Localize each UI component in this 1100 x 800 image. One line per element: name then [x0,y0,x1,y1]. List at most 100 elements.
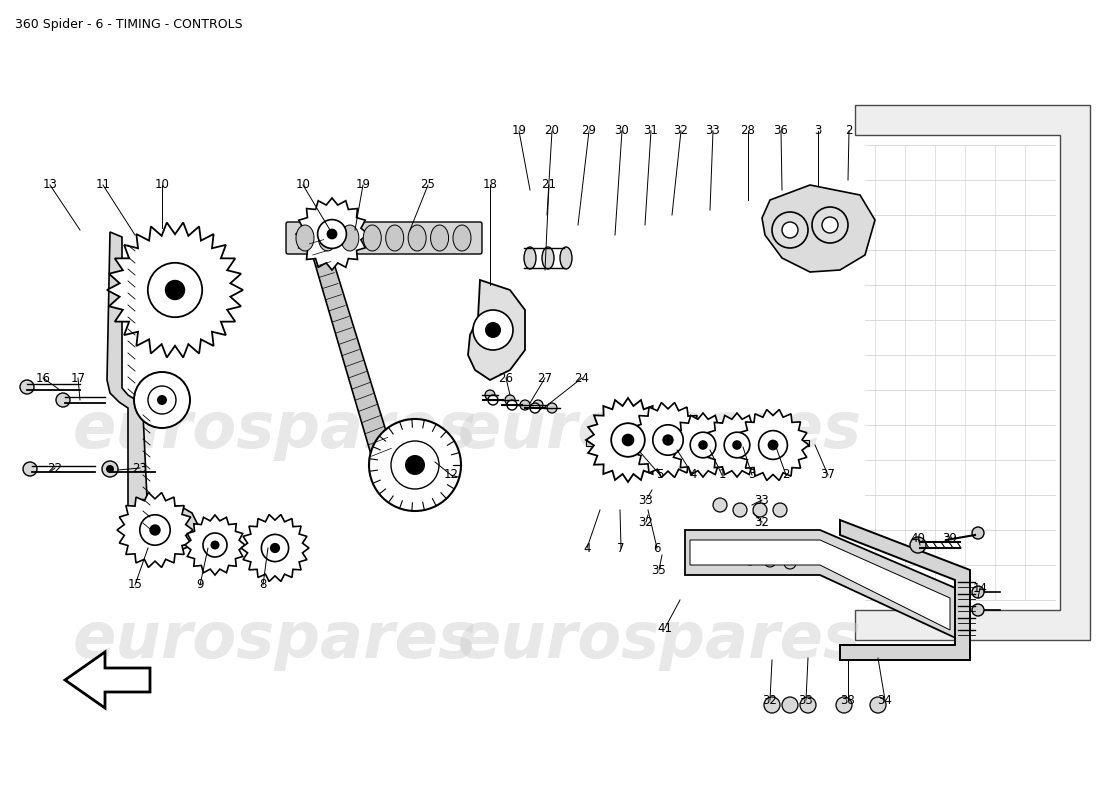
Polygon shape [840,520,970,660]
Ellipse shape [524,247,536,269]
Text: 37: 37 [821,469,835,482]
Circle shape [56,393,70,407]
Polygon shape [630,402,706,478]
Text: 10: 10 [296,178,310,191]
Circle shape [106,465,114,473]
Text: 41: 41 [658,622,672,634]
Polygon shape [117,493,192,567]
Circle shape [652,425,683,455]
Text: 9: 9 [196,578,204,591]
Text: 23: 23 [133,462,147,474]
Text: 33: 33 [639,494,653,506]
Circle shape [150,524,161,536]
Text: 32: 32 [755,515,769,529]
Text: 13: 13 [43,178,57,191]
Circle shape [812,207,848,243]
Ellipse shape [430,225,449,251]
Text: 33: 33 [755,494,769,506]
Text: 19: 19 [355,178,371,191]
Circle shape [318,219,346,248]
FancyBboxPatch shape [286,222,482,254]
Circle shape [23,462,37,476]
Text: 32: 32 [639,515,653,529]
Circle shape [698,440,707,450]
Text: 30: 30 [615,125,629,138]
Text: 32: 32 [673,125,689,138]
Text: 1: 1 [718,469,726,482]
Polygon shape [690,540,950,630]
Circle shape [485,390,495,400]
Circle shape [534,400,543,410]
Text: 11: 11 [96,178,110,191]
Text: eurospares: eurospares [73,609,477,671]
Ellipse shape [542,247,554,269]
Circle shape [972,604,984,616]
Text: 22: 22 [47,462,63,474]
Circle shape [764,697,780,713]
Text: 32: 32 [762,694,778,706]
Text: 2: 2 [845,125,853,138]
Text: 21: 21 [541,178,557,191]
Circle shape [782,697,797,713]
Polygon shape [586,398,670,482]
Circle shape [744,553,756,565]
Circle shape [210,541,220,550]
Circle shape [772,212,808,248]
Text: 3: 3 [748,469,756,482]
Circle shape [621,434,635,446]
Text: 39: 39 [943,531,957,545]
Circle shape [704,549,716,561]
Circle shape [165,280,185,300]
Text: 4: 4 [583,542,591,554]
Text: 5: 5 [657,469,663,482]
Circle shape [800,697,816,713]
Circle shape [20,380,34,394]
Circle shape [140,515,170,546]
Circle shape [612,423,645,457]
Circle shape [764,555,776,567]
Circle shape [157,395,167,405]
Text: 19: 19 [512,125,527,138]
Circle shape [204,533,227,557]
Ellipse shape [341,225,359,251]
Circle shape [262,534,288,562]
Text: 8: 8 [260,578,266,591]
Ellipse shape [318,225,337,251]
Circle shape [547,403,557,413]
Circle shape [530,403,540,413]
Polygon shape [705,413,769,477]
Circle shape [733,440,741,450]
Circle shape [836,697,852,713]
Circle shape [824,554,836,566]
Circle shape [768,440,779,450]
Text: 14: 14 [972,582,988,594]
Circle shape [488,395,498,405]
Circle shape [485,322,501,338]
Circle shape [520,400,530,410]
Polygon shape [762,185,874,272]
Polygon shape [737,410,808,481]
Text: 38: 38 [840,694,856,706]
Polygon shape [671,413,735,477]
Ellipse shape [296,225,314,251]
Polygon shape [586,440,808,446]
Circle shape [368,419,461,511]
Text: 27: 27 [538,371,552,385]
Circle shape [405,455,425,475]
Text: 6: 6 [653,542,661,554]
Text: 24: 24 [574,371,590,385]
Circle shape [507,400,517,410]
Circle shape [102,461,118,477]
Text: eurospares: eurospares [73,399,477,461]
Circle shape [270,543,280,553]
Text: 10: 10 [155,178,169,191]
Text: 26: 26 [498,371,514,385]
Circle shape [972,527,984,539]
Text: 29: 29 [582,125,596,138]
Circle shape [754,503,767,517]
Circle shape [782,222,797,238]
Circle shape [972,586,984,598]
Polygon shape [185,515,245,575]
Circle shape [733,503,747,517]
Circle shape [804,549,816,561]
